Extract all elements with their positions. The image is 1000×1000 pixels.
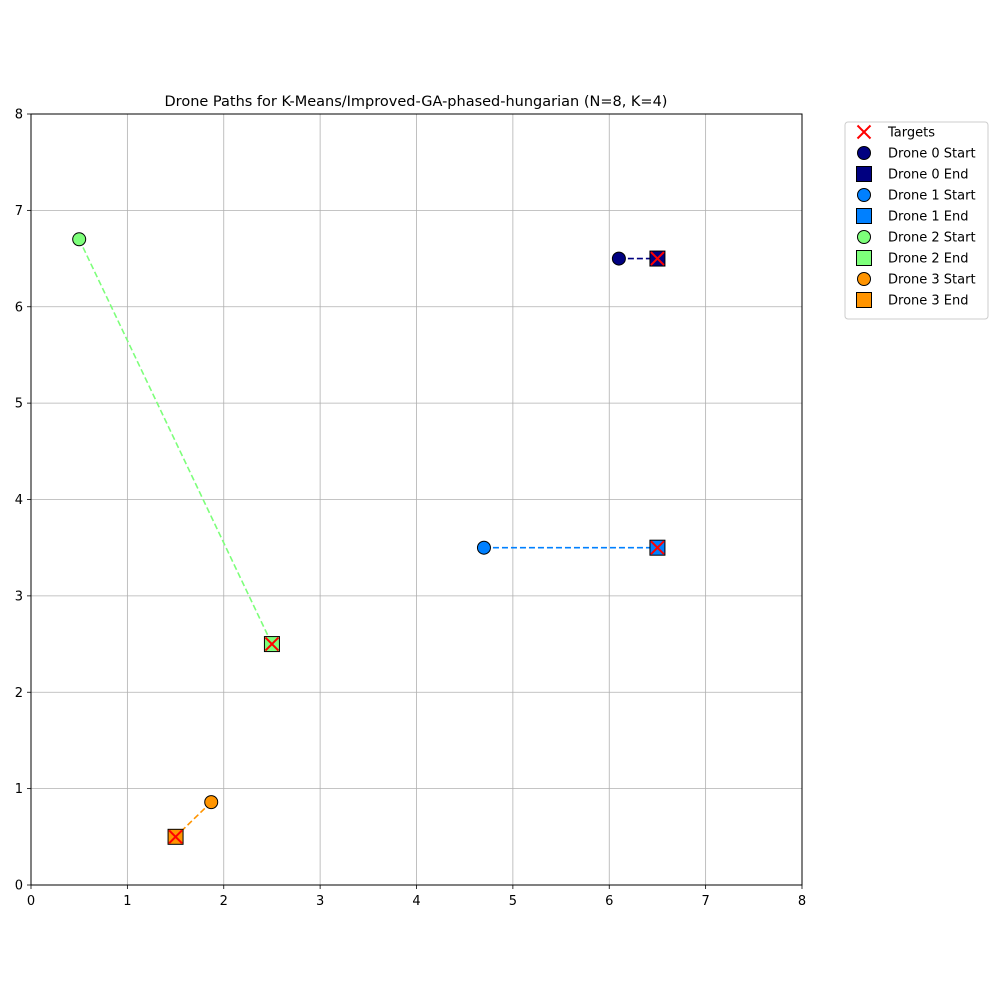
chart-markers <box>72 232 666 845</box>
target-stroke <box>264 636 280 652</box>
legend-drone-0-start: Drone 0 Start <box>857 146 976 162</box>
y-tick-label: 5 <box>15 397 23 412</box>
legend-marker <box>857 188 871 202</box>
legend-drone-3-end: Drone 3 End <box>856 292 969 309</box>
legend-drone-0-end: Drone 0 End <box>856 166 969 183</box>
legend-marker <box>856 292 872 308</box>
x-tick-label: 2 <box>220 894 228 909</box>
y-tick-label: 1 <box>15 782 23 797</box>
target-marker <box>650 251 665 266</box>
x-tick-label: 0 <box>27 894 35 909</box>
drone-2-path <box>78 238 273 645</box>
legend-label: Targets <box>887 126 935 141</box>
legend-label: Drone 3 Start <box>888 273 976 288</box>
drone-3-start-marker <box>204 795 219 810</box>
x-tick-label: 4 <box>412 894 420 909</box>
target-stroke <box>650 540 665 555</box>
legend-frame <box>844 121 989 320</box>
legend-marker <box>856 124 872 140</box>
target-marker <box>168 829 183 845</box>
legend-marker <box>856 166 872 182</box>
legend-drone-2-end: Drone 2 End <box>856 250 969 267</box>
y-tick-label: 4 <box>15 493 23 508</box>
y-tick-label: 7 <box>15 204 23 219</box>
drone-0-start-marker <box>611 251 626 266</box>
legend-drone-3-start: Drone 3 Start <box>857 272 976 288</box>
legend-label: Drone 1 Start <box>888 189 976 204</box>
legend-label: Drone 2 End <box>888 252 969 267</box>
legend-marker <box>856 250 872 266</box>
x-tick-label: 8 <box>798 894 806 909</box>
legend-marker <box>857 272 871 286</box>
legend-marker <box>857 230 871 244</box>
legend: Targets Drone 0 Start Drone 0 End Drone 1 S… <box>844 121 989 320</box>
y-tick-label: 6 <box>15 300 23 315</box>
target-stroke <box>168 829 183 845</box>
y-tick-label: 8 <box>15 108 23 123</box>
y-tick-label: 0 <box>15 879 23 894</box>
drone-paths <box>78 238 658 838</box>
target-marker <box>650 540 665 555</box>
x-tick-label: 3 <box>316 894 324 909</box>
legend-drone-2-start: Drone 2 Start <box>857 230 976 246</box>
x-tick-label: 5 <box>509 894 517 909</box>
chart-title: Drone Paths for K-Means/Improved-GA-phas… <box>165 94 668 110</box>
axis-ticks: 0 1 2 3 4 5 6 7 8 0 1 2 3 4 5 6 7 8 <box>15 108 806 910</box>
y-tick-label: 2 <box>15 686 23 701</box>
legend-label: Drone 2 Start <box>888 231 976 246</box>
legend-marker <box>857 146 871 160</box>
x-tick-label: 7 <box>701 894 709 909</box>
legend-label: Drone 0 End <box>888 168 969 183</box>
legend-label: Drone 3 End <box>888 294 969 309</box>
legend-drone-1-start: Drone 1 Start <box>857 188 976 204</box>
grid <box>30 113 803 886</box>
legend-drone-1-end: Drone 1 End <box>856 208 969 225</box>
legend-label: Drone 0 Start <box>888 147 976 162</box>
legend-label: Drone 1 End <box>888 210 969 225</box>
x-tick-label: 1 <box>123 894 131 909</box>
legend-marker <box>856 208 872 224</box>
target-stroke <box>650 251 665 266</box>
target-marker <box>264 636 280 652</box>
legend-targets: Targets <box>856 124 935 141</box>
x-tick-label: 6 <box>605 894 613 909</box>
drone-1-start-marker <box>476 540 491 555</box>
target-stroke <box>856 124 872 140</box>
drone-2-start-marker <box>72 232 87 247</box>
y-tick-label: 3 <box>15 589 23 604</box>
